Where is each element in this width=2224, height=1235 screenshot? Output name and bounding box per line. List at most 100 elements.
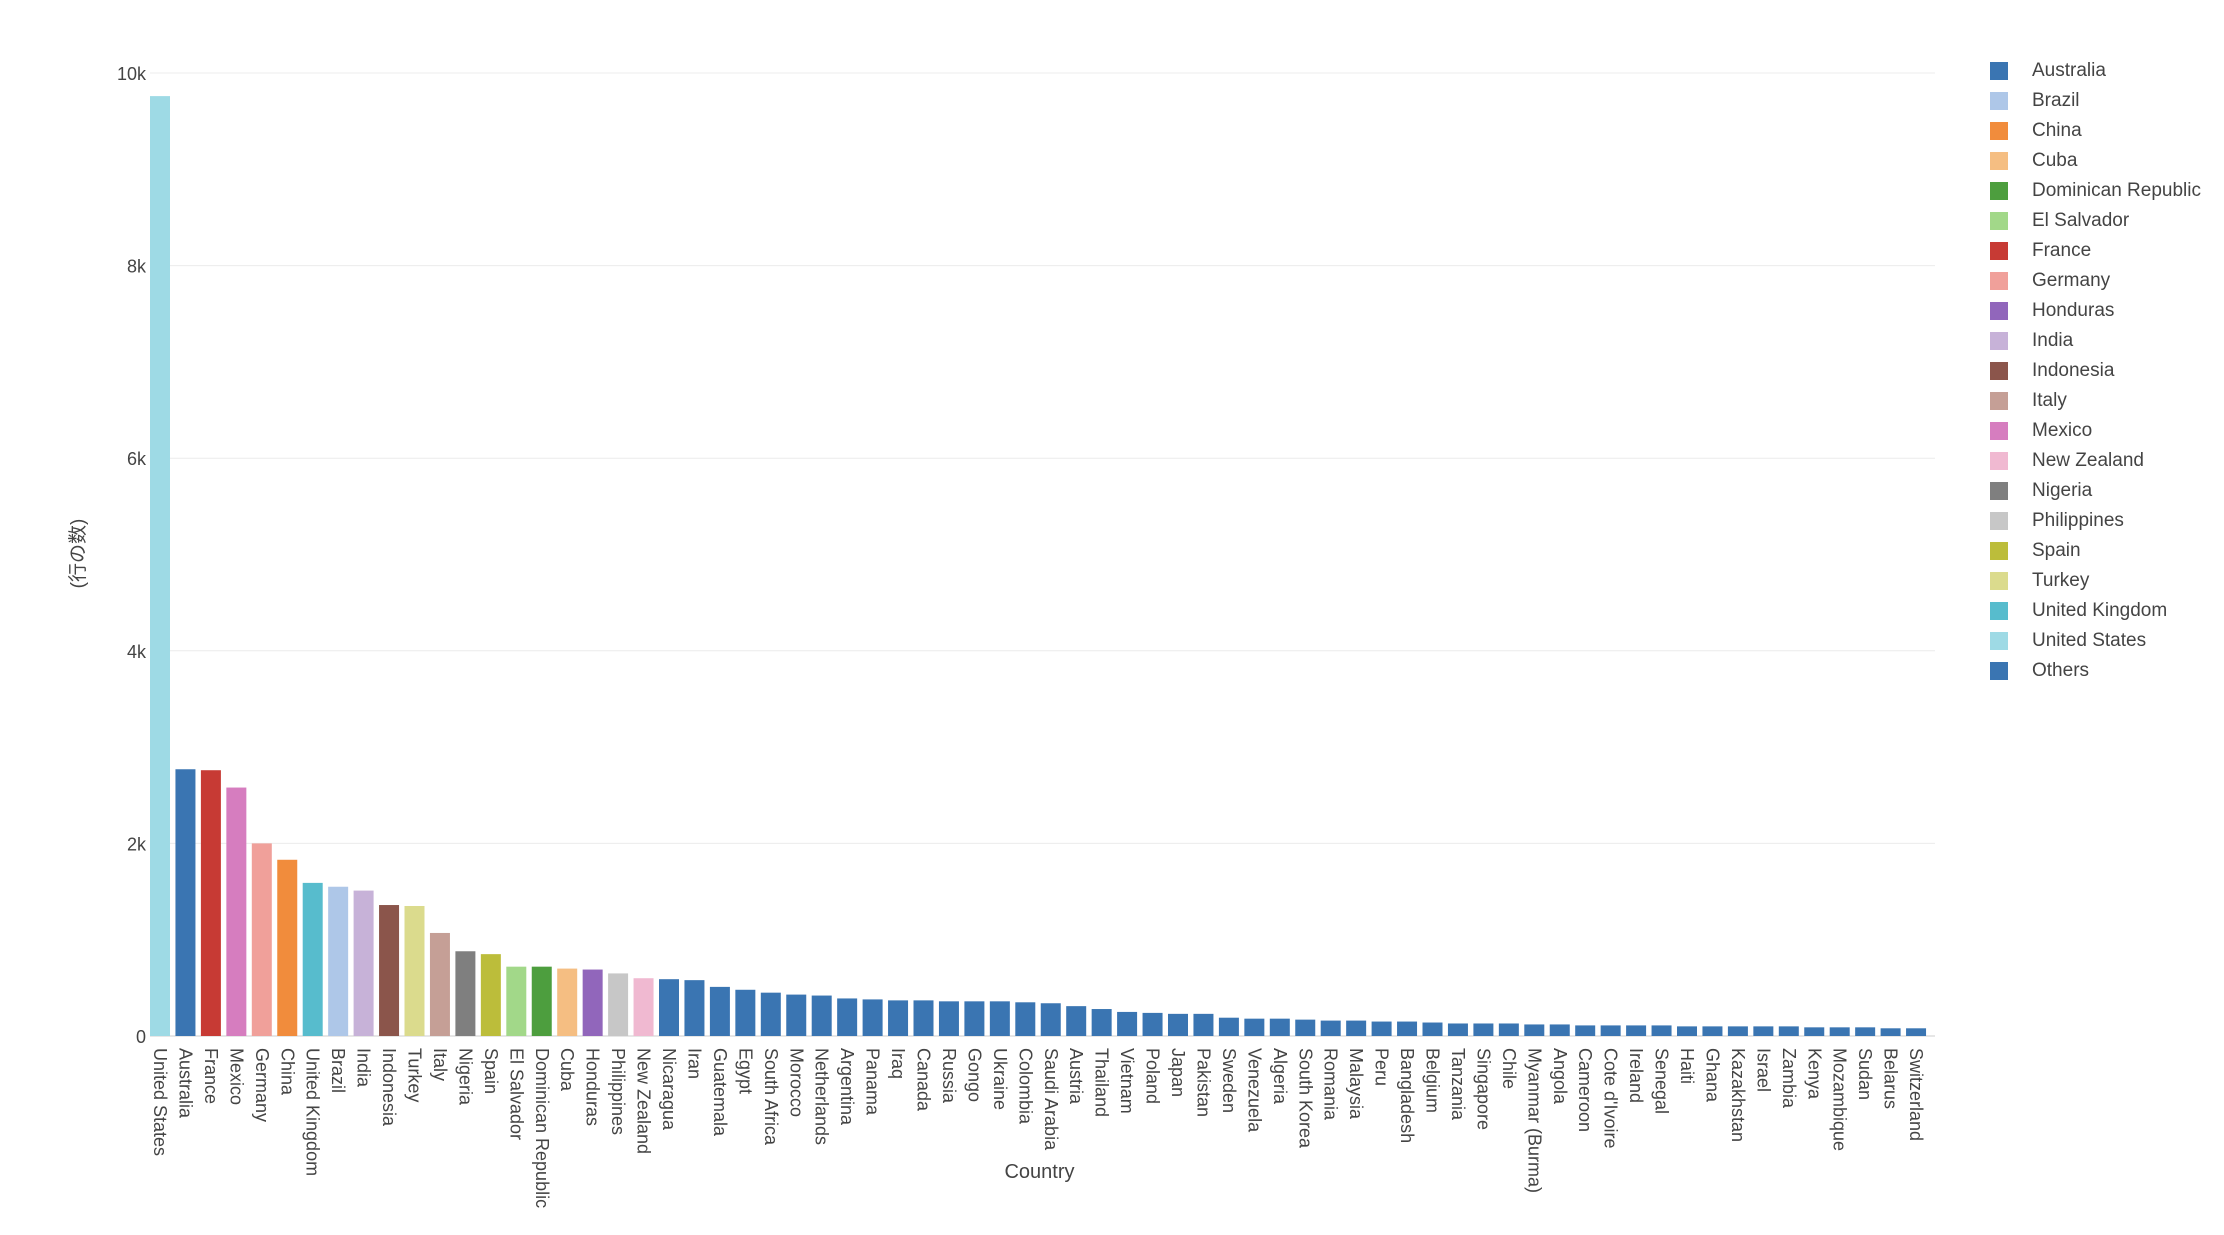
bar[interactable] <box>1117 1011 1138 1036</box>
legend-item[interactable]: Dominican Republic <box>1990 176 2201 206</box>
bar[interactable] <box>302 882 323 1036</box>
x-tick-label: Belarus <box>1881 1048 1901 1109</box>
bar[interactable] <box>226 787 247 1036</box>
legend-item[interactable]: Brazil <box>1990 86 2201 116</box>
bar[interactable] <box>913 1000 934 1036</box>
x-tick-label: Morocco <box>786 1048 806 1117</box>
legend-item[interactable]: Mexico <box>1990 416 2201 446</box>
bar[interactable] <box>1447 1023 1468 1036</box>
bar[interactable] <box>1498 1023 1519 1036</box>
legend-item[interactable]: Turkey <box>1990 566 2201 596</box>
bar[interactable] <box>735 989 756 1036</box>
bar[interactable] <box>150 96 170 1036</box>
bar[interactable] <box>1244 1018 1265 1036</box>
bar[interactable] <box>1422 1022 1443 1036</box>
x-tick-label: New Zealand <box>634 1048 654 1154</box>
bar[interactable] <box>1524 1024 1545 1036</box>
bar[interactable] <box>251 843 272 1036</box>
bar[interactable] <box>429 932 450 1036</box>
legend-item[interactable]: France <box>1990 236 2201 266</box>
legend-item[interactable]: Australia <box>1990 56 2201 86</box>
x-tick-label: United States <box>150 1048 170 1156</box>
legend-item[interactable]: Italy <box>1990 386 2201 416</box>
bar[interactable] <box>379 905 400 1036</box>
bar[interactable] <box>862 999 883 1036</box>
bar[interactable] <box>1829 1027 1850 1036</box>
bar[interactable] <box>1549 1024 1570 1036</box>
bar[interactable] <box>582 969 603 1036</box>
bar[interactable] <box>1600 1025 1621 1036</box>
bar[interactable] <box>964 1001 985 1036</box>
bar[interactable] <box>608 973 629 1036</box>
bar[interactable] <box>709 986 730 1036</box>
bar[interactable] <box>811 995 832 1036</box>
bar[interactable] <box>404 905 425 1036</box>
bar[interactable] <box>480 954 501 1036</box>
x-tick-label: Canada <box>914 1048 934 1112</box>
bar[interactable] <box>1753 1026 1774 1036</box>
bar[interactable] <box>888 1000 909 1036</box>
legend-item[interactable]: United Kingdom <box>1990 596 2201 626</box>
legend-item[interactable]: Honduras <box>1990 296 2201 326</box>
bar[interactable] <box>1269 1018 1290 1036</box>
bar[interactable] <box>1880 1028 1901 1036</box>
bar[interactable] <box>633 978 654 1036</box>
legend-item[interactable]: Nigeria <box>1990 476 2201 506</box>
legend-item[interactable]: Others <box>1990 656 2201 686</box>
legend-item[interactable]: Cuba <box>1990 146 2201 176</box>
legend-item[interactable]: Spain <box>1990 536 2201 566</box>
bar[interactable] <box>353 890 374 1036</box>
bar[interactable] <box>1346 1020 1367 1036</box>
bar[interactable] <box>786 994 807 1036</box>
bar[interactable] <box>506 966 527 1036</box>
bar[interactable] <box>1906 1028 1927 1036</box>
bar[interactable] <box>557 968 578 1036</box>
bar[interactable] <box>1727 1026 1748 1036</box>
bar[interactable] <box>1575 1025 1596 1036</box>
bar[interactable] <box>1702 1026 1723 1036</box>
x-tick-label: Sweden <box>1219 1048 1239 1113</box>
bar[interactable] <box>989 1001 1010 1036</box>
bar[interactable] <box>1473 1023 1494 1036</box>
bar[interactable] <box>938 1001 959 1036</box>
bar[interactable] <box>1066 1006 1087 1036</box>
bar[interactable] <box>837 998 858 1036</box>
legend-item[interactable]: Indonesia <box>1990 356 2201 386</box>
bar[interactable] <box>1778 1026 1799 1036</box>
bar[interactable] <box>1142 1012 1163 1036</box>
bar[interactable] <box>1651 1025 1672 1036</box>
bar[interactable] <box>1015 1002 1036 1036</box>
bar[interactable] <box>1218 1017 1239 1036</box>
bar[interactable] <box>659 979 679 1036</box>
bar[interactable] <box>1397 1021 1418 1036</box>
bar[interactable] <box>1295 1019 1316 1036</box>
bar[interactable] <box>1804 1027 1825 1036</box>
bar[interactable] <box>277 859 298 1036</box>
bar[interactable] <box>531 966 552 1036</box>
bar[interactable] <box>1091 1009 1112 1036</box>
legend-item[interactable]: India <box>1990 326 2201 356</box>
legend-item[interactable]: China <box>1990 116 2201 146</box>
bar[interactable] <box>200 770 221 1036</box>
legend-item[interactable]: El Salvador <box>1990 206 2201 236</box>
x-tick-label: Iraq <box>888 1048 908 1079</box>
legend-item[interactable]: United States <box>1990 626 2201 656</box>
bar[interactable] <box>455 951 476 1036</box>
bar[interactable] <box>1193 1013 1214 1036</box>
bar[interactable] <box>760 992 781 1036</box>
legend-item[interactable]: New Zealand <box>1990 446 2201 476</box>
bar[interactable] <box>328 886 349 1036</box>
legend-item[interactable]: Germany <box>1990 266 2201 296</box>
bar[interactable] <box>1855 1027 1876 1036</box>
legend-item[interactable]: Philippines <box>1990 506 2201 536</box>
bar[interactable] <box>1168 1013 1188 1036</box>
bar[interactable] <box>1677 1026 1697 1036</box>
bar[interactable] <box>684 980 705 1036</box>
bar[interactable] <box>175 769 196 1036</box>
bar[interactable] <box>1626 1025 1647 1036</box>
legend-swatch <box>1990 452 2008 470</box>
legend-label: Australia <box>2032 60 2106 81</box>
bar[interactable] <box>1371 1021 1392 1036</box>
bar[interactable] <box>1040 1003 1061 1036</box>
bar[interactable] <box>1320 1020 1341 1036</box>
